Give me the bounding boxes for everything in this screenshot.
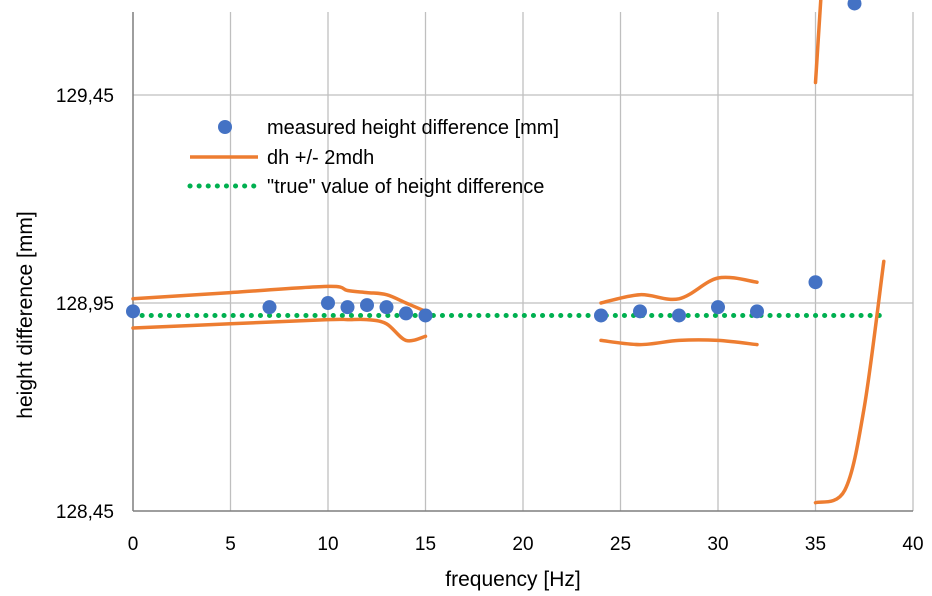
bound-curve-3: [599, 338, 759, 347]
x-axis-title: frequency [Hz]: [445, 568, 580, 591]
plot-series: [126, 0, 887, 505]
y-axis-title: height difference [mm]: [14, 211, 37, 418]
legend-label-bounds: dh +/- 2mdh: [267, 147, 374, 169]
x-tick-label: 0: [128, 534, 139, 555]
x-tick-label: 5: [225, 534, 236, 555]
x-tick-label: 35: [805, 534, 826, 555]
legend: measured height difference [mm] dh +/- 2…: [187, 117, 559, 198]
measured-point: [418, 308, 433, 323]
legend-marker-measured: [218, 120, 232, 134]
legend-label-measured: measured height difference [mm]: [267, 117, 559, 139]
measured-point: [847, 0, 862, 11]
measured-point: [399, 306, 413, 321]
x-tick-label: 20: [512, 534, 533, 555]
grid-lines: [133, 12, 914, 511]
x-tick-label: 10: [317, 534, 338, 555]
measured-point: [633, 304, 647, 319]
measured-point: [379, 300, 394, 315]
y-tick-label: 129,45: [56, 86, 114, 107]
bound-curve-0: [131, 284, 428, 314]
x-axis: 0 5 10 15 20 25 30 35 40: [128, 510, 924, 555]
measured-point: [321, 296, 335, 310]
legend-label-true-value: "true" value of height difference: [267, 176, 544, 198]
x-tick-label: 40: [902, 534, 923, 555]
measured-point: [262, 300, 277, 315]
measured-point: [750, 304, 764, 319]
measured-point: [360, 298, 374, 313]
x-tick-label: 25: [610, 534, 631, 555]
bound-curve-1: [131, 317, 428, 343]
x-tick-label: 30: [707, 534, 728, 555]
measured-point: [126, 304, 140, 319]
bound-curve-2: [599, 275, 759, 305]
measured-point: [808, 275, 823, 290]
measured-point: [594, 308, 608, 323]
y-tick-label: 128,45: [56, 502, 114, 523]
measured-point: [340, 300, 355, 315]
x-tick-label: 15: [415, 534, 436, 555]
bound-curve-5: [813, 259, 886, 505]
measured-point: [672, 308, 686, 323]
measured-point: [711, 300, 725, 315]
y-tick-label: 128,95: [56, 294, 114, 315]
